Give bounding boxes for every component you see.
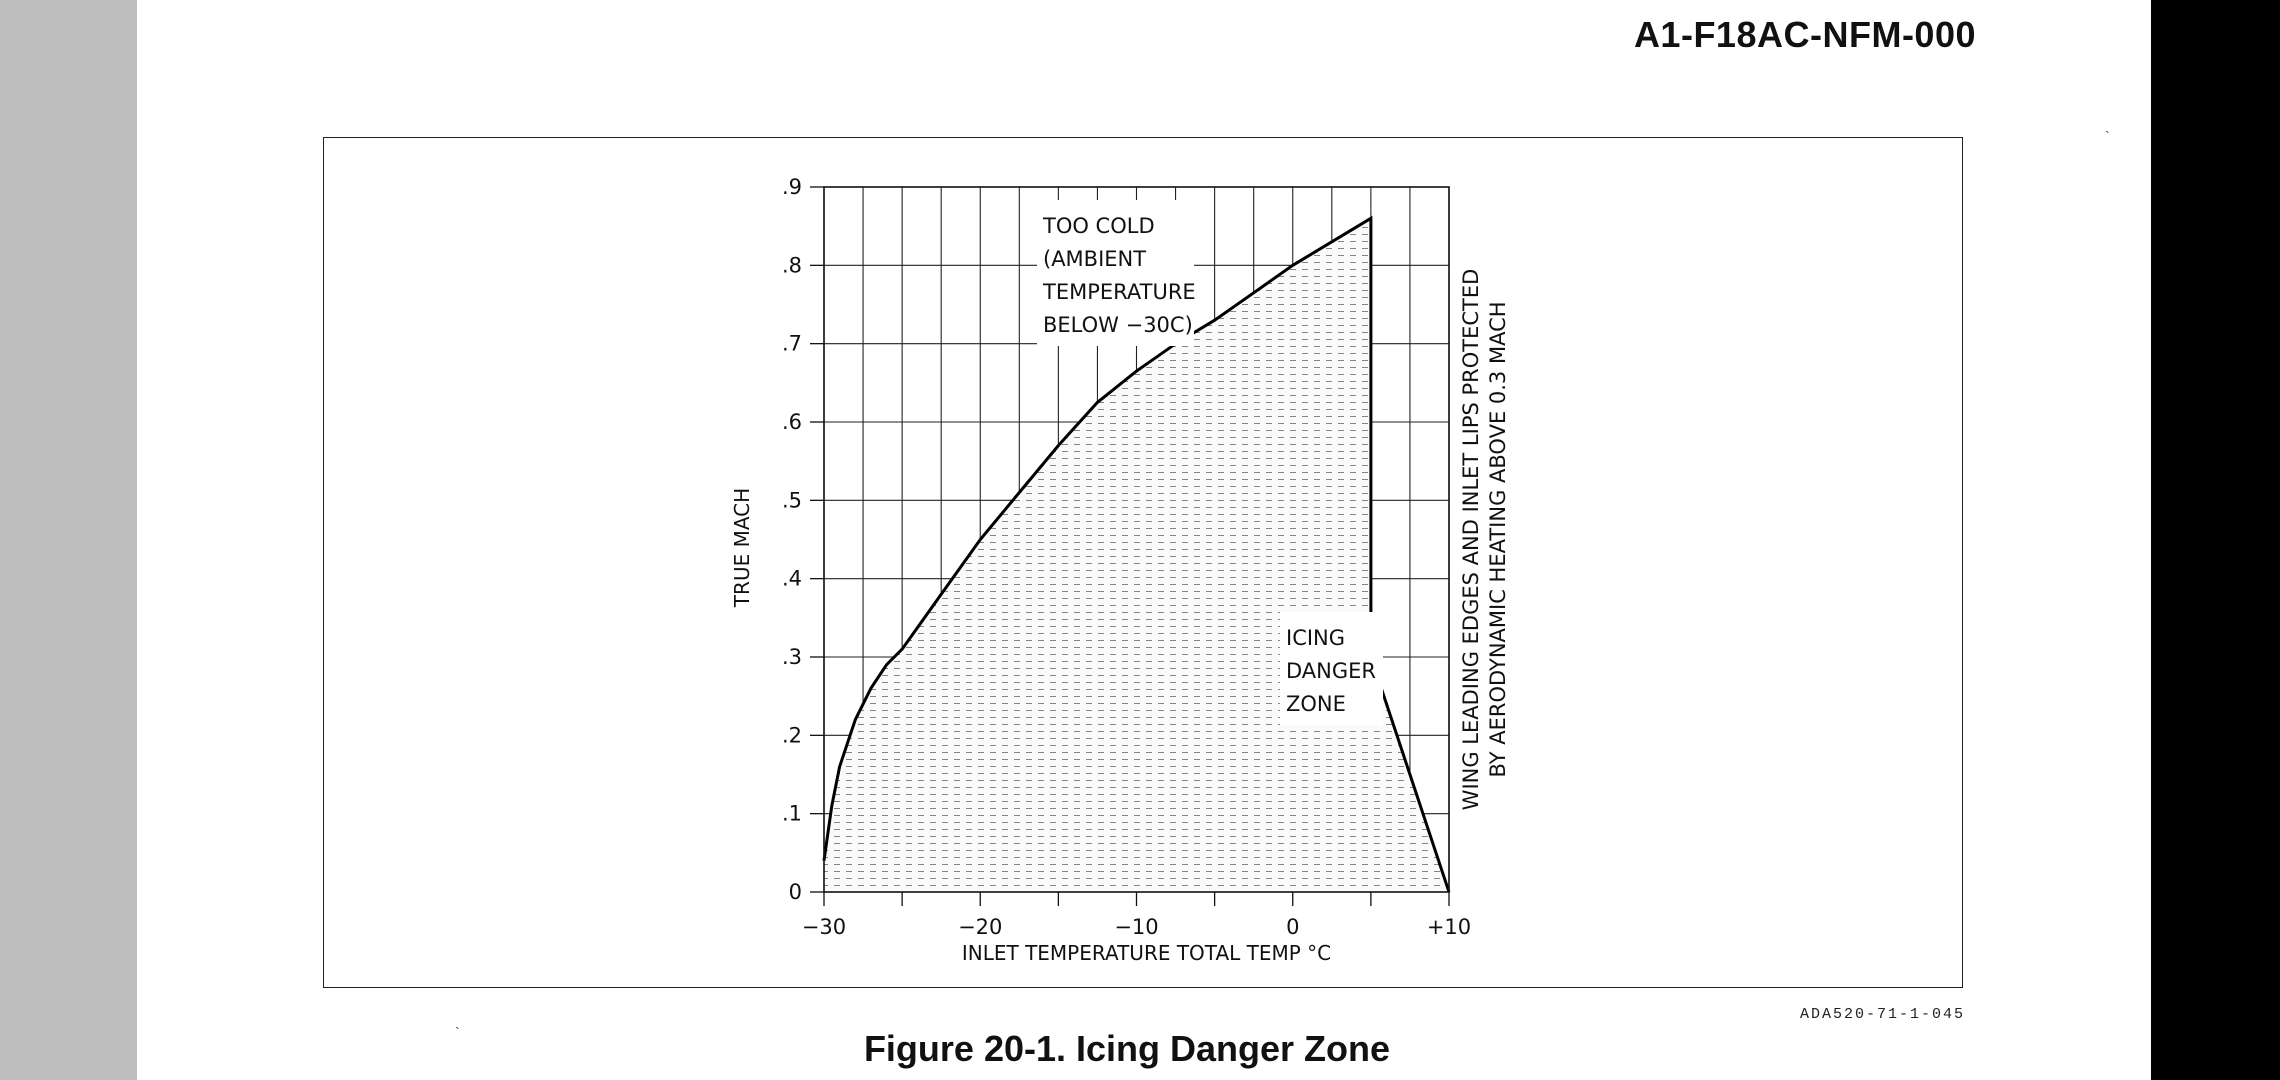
icing-zone-annotation: ICING DANGER ZONE (1280, 612, 1383, 725)
y-tick-label: 0 (789, 880, 802, 904)
annotation-line: (AMBIENT (1043, 247, 1146, 271)
x-tick-label: −30 (802, 915, 846, 939)
x-tick-label: +10 (1427, 915, 1471, 939)
annotation-line: DANGER (1286, 659, 1376, 683)
x-axis-label: INLET TEMPERATURE TOTAL TEMP °C (962, 941, 1331, 965)
x-tick-label: −20 (958, 915, 1002, 939)
y-tick-label: .9 (782, 175, 802, 199)
aero-heating-note: WING LEADING EDGES AND INLET LIPS PROTEC… (1459, 269, 1510, 811)
right-black-bar (2151, 0, 2280, 1080)
too-cold-annotation: TOO COLD (AMBIENT TEMPERATURE BELOW −30C) (1037, 200, 1196, 346)
axis-ticks: −30 −20 −10 0 +10 0 .1 .2 .3 .4 .5 .6 .7 .8 .9 (782, 175, 1471, 939)
figure-code: ADA520-71-1-045 (1799, 1006, 1965, 1023)
figure-caption: Figure 20-1. Icing Danger Zone (863, 1028, 1391, 1069)
document-page: A1-F18AC-NFM-000 −30 −20 −10 0 +10 0 .1 .2 .3 .4.… (137, 0, 2280, 1080)
y-tick-label: .2 (782, 723, 802, 747)
annotation-line: BELOW −30C) (1043, 313, 1193, 337)
y-tick-label: .5 (782, 488, 802, 512)
right-note-line: WING LEADING EDGES AND INLET LIPS PROTEC… (1459, 269, 1483, 811)
y-tick-label: .7 (782, 332, 802, 356)
annotation-line: TEMPERATURE (1042, 280, 1196, 304)
icing-danger-zone-boundary (822, 215, 1451, 893)
y-tick-label: .3 (782, 645, 802, 669)
y-tick-label: .4 (782, 567, 802, 591)
figure-frame (323, 137, 1963, 988)
document-id: A1-F18AC-NFM-000 (1633, 14, 1976, 55)
annotation-background (1280, 612, 1383, 725)
y-axis-label: TRUE MACH (730, 488, 754, 608)
x-tick-label: 0 (1286, 915, 1299, 939)
annotation-line: ZONE (1286, 692, 1346, 716)
y-tick-label: .8 (782, 253, 802, 277)
annotation-background (1037, 200, 1194, 346)
y-tick-label: .1 (782, 802, 802, 826)
x-tick-label: −10 (1114, 915, 1158, 939)
right-note-line: BY AERODYNAMIC HEATING ABOVE 0.3 MACH (1486, 301, 1510, 777)
margin-mark: ` (455, 1024, 460, 1040)
y-tick-label: .6 (782, 410, 802, 434)
icing-chart: −30 −20 −10 0 +10 0 .1 .2 .3 .4 .5 .6 .7 .8 .9 INLET T… (730, 175, 1510, 965)
margin-mark: ` (2105, 128, 2110, 144)
annotation-line: ICING (1286, 626, 1345, 650)
annotation-line: TOO COLD (1042, 214, 1155, 238)
